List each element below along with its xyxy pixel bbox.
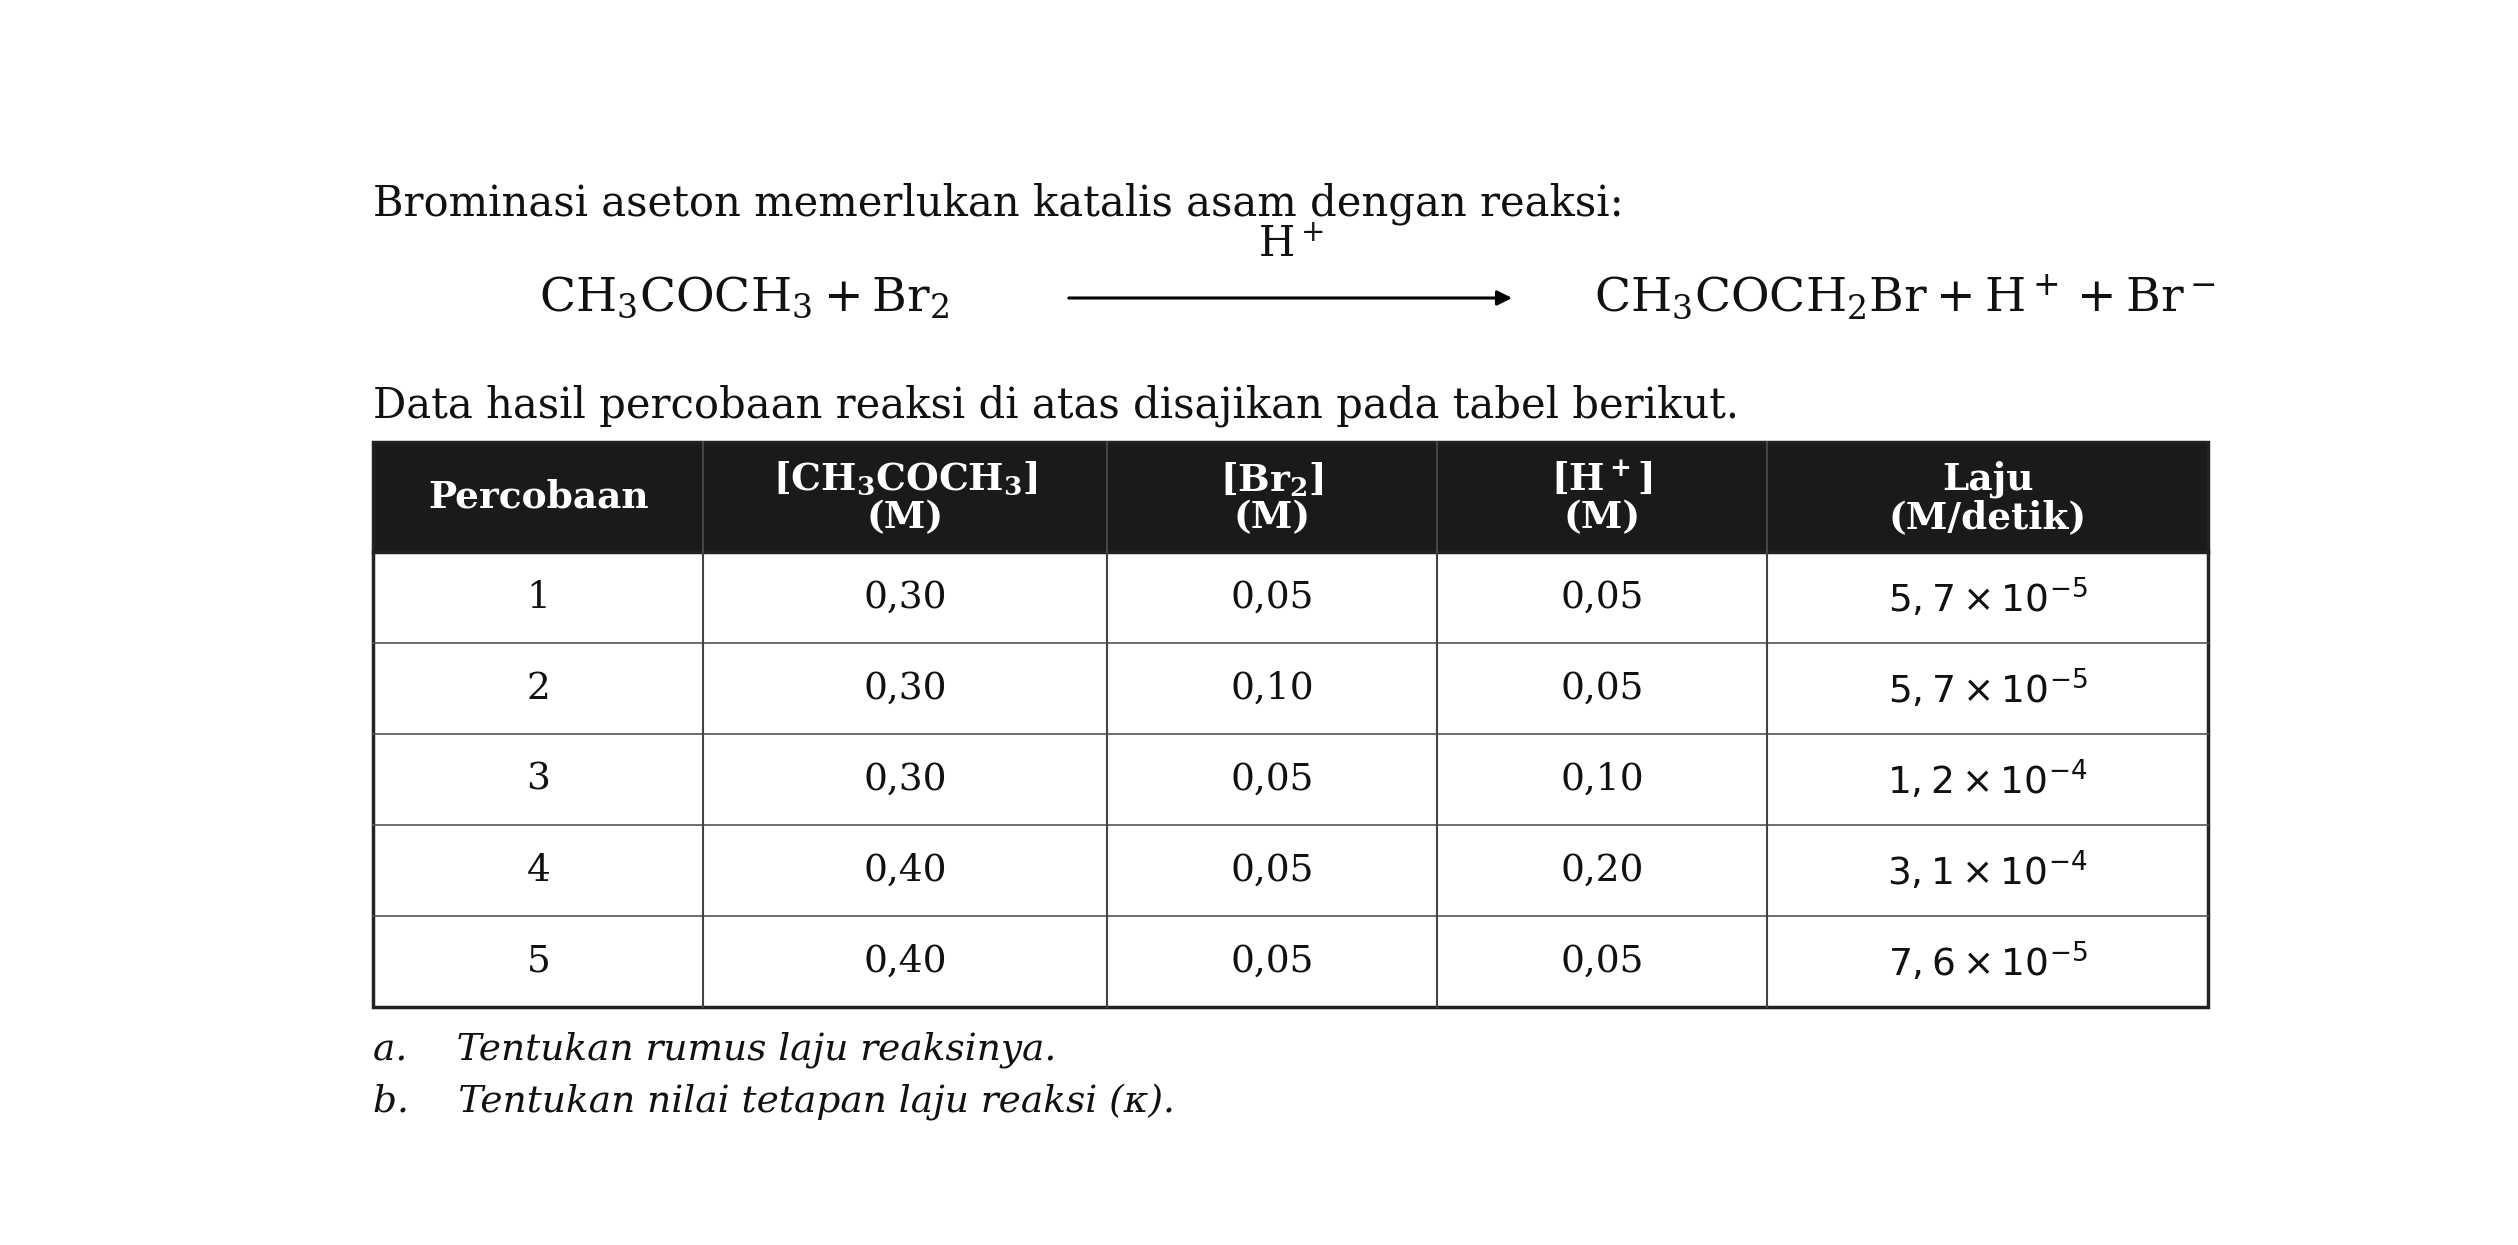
Text: 0,05: 0,05: [1561, 944, 1644, 980]
Text: $\mathregular{[H^+]}$: $\mathregular{[H^+]}$: [1551, 461, 1654, 498]
Bar: [373, 552, 2208, 1007]
Text: 0,05: 0,05: [1231, 580, 1314, 615]
Text: 4: 4: [526, 853, 551, 889]
Text: $7,6 \times 10^{-5}$: $7,6 \times 10^{-5}$: [1888, 940, 2087, 984]
Text: $3,1 \times 10^{-4}$: $3,1 \times 10^{-4}$: [1888, 849, 2087, 893]
Text: $5,7 \times 10^{-5}$: $5,7 \times 10^{-5}$: [1888, 575, 2087, 620]
Text: 5: 5: [526, 944, 551, 980]
Text: 0,10: 0,10: [1561, 762, 1644, 798]
Text: $\mathregular{[CH_3COCH_3]}$: $\mathregular{[CH_3COCH_3]}$: [773, 461, 1037, 499]
Text: 0,40: 0,40: [864, 853, 947, 889]
Text: 0,30: 0,30: [864, 671, 947, 707]
Text: $\mathregular{H^+}$: $\mathregular{H^+}$: [1256, 224, 1324, 266]
Text: Data hasil percobaan reaksi di atas disajikan pada tabel berikut.: Data hasil percobaan reaksi di atas disa…: [373, 385, 1740, 427]
Text: 3: 3: [526, 762, 551, 798]
Text: Laju: Laju: [1941, 461, 2032, 498]
Text: b.  Tentukan nilai tetapan laju reaksi (κ).: b. Tentukan nilai tetapan laju reaksi (κ…: [373, 1084, 1176, 1120]
Text: $\mathregular{CH_3COCH_3 + Br_2}$: $\mathregular{CH_3COCH_3 + Br_2}$: [539, 275, 949, 321]
Text: (M): (M): [866, 499, 944, 537]
Text: $\mathregular{[Br_2]}$: $\mathregular{[Br_2]}$: [1221, 461, 1324, 499]
Text: 0,05: 0,05: [1561, 580, 1644, 615]
Text: (M): (M): [1234, 499, 1312, 537]
Text: 0,30: 0,30: [864, 580, 947, 615]
Text: 0,40: 0,40: [864, 944, 947, 980]
Text: 0,05: 0,05: [1231, 762, 1314, 798]
Text: 2: 2: [526, 671, 551, 707]
Text: 0,05: 0,05: [1231, 853, 1314, 889]
Text: 0,30: 0,30: [864, 762, 947, 798]
Text: 0,05: 0,05: [1561, 671, 1644, 707]
Text: 0,05: 0,05: [1231, 944, 1314, 980]
Bar: [373, 442, 2208, 552]
Bar: [373, 442, 2208, 1007]
Text: $5,7 \times 10^{-5}$: $5,7 \times 10^{-5}$: [1888, 667, 2087, 711]
Text: (M): (M): [1564, 499, 1642, 537]
Text: $\mathregular{CH_3COCH_2Br + H^+ + Br^-}$: $\mathregular{CH_3COCH_2Br + H^+ + Br^-}…: [1594, 274, 2216, 322]
Text: 0,10: 0,10: [1231, 671, 1314, 707]
Text: Brominasi aseton memerlukan katalis asam dengan reaksi:: Brominasi aseton memerlukan katalis asam…: [373, 183, 1624, 225]
Text: Percobaan: Percobaan: [428, 478, 650, 515]
Text: 0,20: 0,20: [1561, 853, 1644, 889]
Text: $1,2 \times 10^{-4}$: $1,2 \times 10^{-4}$: [1888, 758, 2087, 802]
Text: (M/detik): (M/detik): [1888, 499, 2087, 537]
Text: a.  Tentukan rumus laju reaksinya.: a. Tentukan rumus laju reaksinya.: [373, 1031, 1058, 1068]
Text: 1: 1: [526, 580, 551, 615]
